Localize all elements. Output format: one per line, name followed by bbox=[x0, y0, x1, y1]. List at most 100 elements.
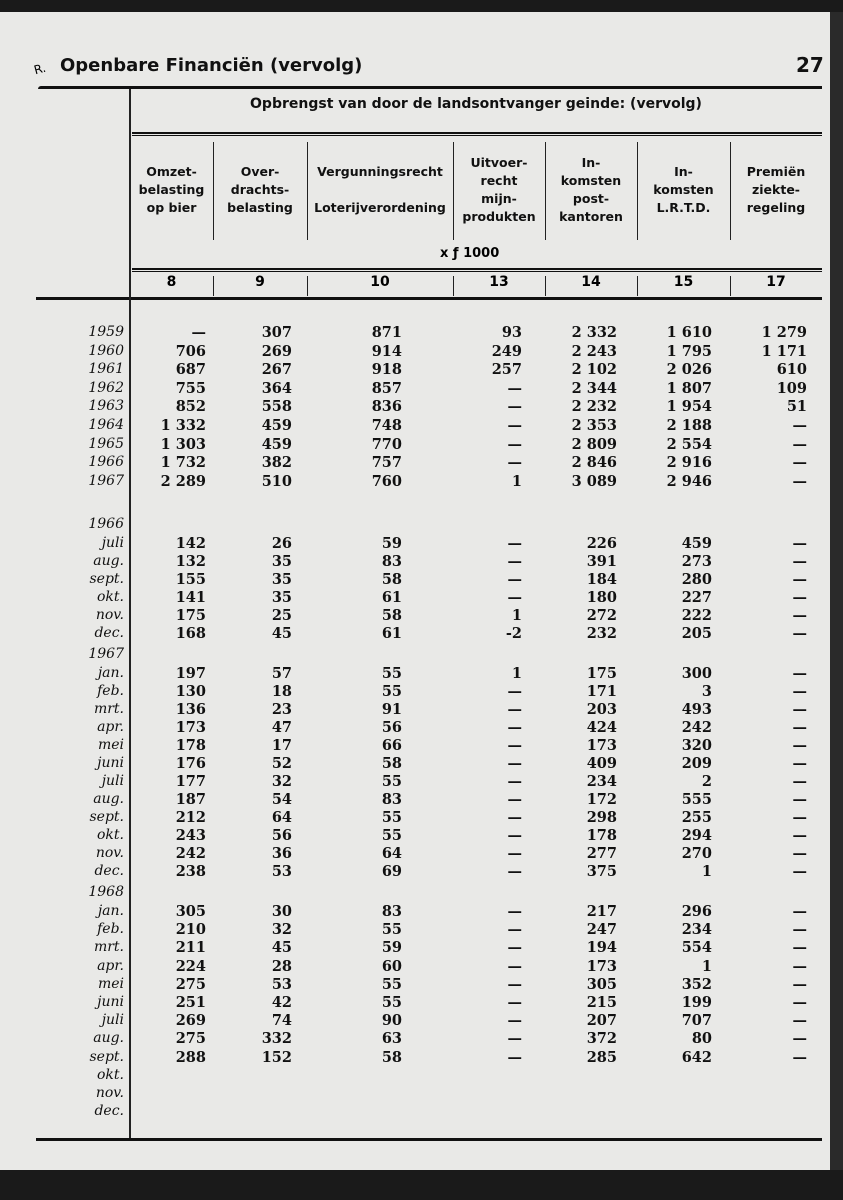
table-row: nov. 242 36 64 — 277 270 — bbox=[0, 845, 830, 863]
table-cell: — bbox=[191, 324, 207, 341]
table-cell: 45 bbox=[271, 625, 292, 642]
table-row: mei 178 17 66 — 173 320 — bbox=[0, 737, 830, 755]
table-cell: 203 bbox=[586, 701, 617, 718]
table-cell: 459 bbox=[261, 435, 292, 453]
table-cell: — bbox=[507, 921, 523, 939]
table-row: aug. 132 35 83 — 391 273 — bbox=[0, 553, 830, 571]
table-cell: 175 bbox=[175, 607, 206, 624]
table-row: aug. 187 54 83 — 172 555 — bbox=[0, 791, 830, 809]
table-row: okt. 243 56 55 — 178 294 — bbox=[0, 827, 830, 845]
column-number: 14 bbox=[581, 274, 601, 290]
table-cell: 197 bbox=[175, 665, 206, 682]
table-cell: — bbox=[507, 683, 523, 700]
table-cell: — bbox=[507, 903, 523, 920]
page-title: Openbare Financiën (vervolg) bbox=[60, 55, 363, 76]
table-cell: 305 bbox=[175, 903, 206, 920]
row-label: aug. bbox=[93, 553, 124, 569]
table-cell: 2 344 bbox=[571, 379, 617, 397]
table-cell: 1 bbox=[511, 665, 522, 682]
table-cell: 242 bbox=[175, 845, 206, 862]
table-cell: 168 bbox=[175, 625, 206, 642]
table-row: feb. 210 32 55 — 247 234 — bbox=[0, 921, 830, 939]
table-cell: — bbox=[792, 472, 808, 490]
table-cell: 459 bbox=[261, 417, 292, 434]
column-divider bbox=[730, 276, 731, 296]
row-label: 1964 bbox=[88, 417, 124, 433]
table-cell: 275 bbox=[175, 975, 206, 993]
table-cell: 1 807 bbox=[666, 379, 712, 397]
table-cell: 194 bbox=[586, 939, 617, 957]
table-cell: 249 bbox=[491, 342, 522, 360]
table-cell: 17 bbox=[271, 737, 292, 754]
table-cell: 288 bbox=[175, 1048, 206, 1066]
table-cell: 222 bbox=[681, 607, 712, 624]
table-cell: 267 bbox=[261, 361, 292, 379]
table-cell: 47 bbox=[271, 719, 292, 736]
table-cell: 51 bbox=[786, 398, 807, 416]
table-cell: 285 bbox=[586, 1048, 617, 1066]
year-heading: 1966 bbox=[88, 516, 124, 532]
row-label: mrt. bbox=[93, 939, 124, 956]
table-cell: — bbox=[792, 454, 808, 472]
table-cell: — bbox=[507, 845, 523, 862]
table-cell: — bbox=[792, 827, 808, 844]
table-cell: 60 bbox=[381, 957, 402, 975]
row-label: feb. bbox=[97, 921, 124, 938]
table-cell: 56 bbox=[381, 719, 402, 736]
table-cell: 1 279 bbox=[761, 324, 807, 341]
document-page bbox=[0, 12, 830, 1170]
table-cell: 30 bbox=[271, 903, 292, 920]
column-header: In- komsten L.R.T.D. bbox=[653, 164, 714, 215]
table-cell: 55 bbox=[381, 683, 402, 700]
table-cell: 61 bbox=[381, 589, 402, 606]
table-cell: — bbox=[792, 535, 808, 552]
rule bbox=[36, 297, 822, 300]
row-label: 1963 bbox=[88, 398, 124, 415]
table-cell: — bbox=[792, 903, 808, 920]
table-cell: 83 bbox=[381, 791, 402, 808]
table-cell: — bbox=[792, 975, 808, 993]
table-row: apr. 173 47 56 — 424 242 — bbox=[0, 719, 830, 737]
table-cell: — bbox=[507, 417, 523, 434]
table-cell: 175 bbox=[586, 665, 617, 682]
column-divider bbox=[213, 276, 214, 296]
table-cell: 687 bbox=[175, 361, 206, 379]
table-cell: — bbox=[792, 957, 808, 975]
column-divider bbox=[213, 142, 214, 240]
table-cell: 35 bbox=[271, 571, 292, 588]
table-cell: 280 bbox=[681, 571, 712, 588]
table-row: apr. 224 28 60 — 173 1 — bbox=[0, 958, 830, 976]
table-cell: 2 946 bbox=[666, 472, 712, 490]
table-cell: — bbox=[792, 589, 808, 606]
row-label: 1962 bbox=[88, 379, 124, 396]
table-cell: 18 bbox=[271, 683, 292, 700]
table-cell: 132 bbox=[175, 553, 206, 570]
table-cell: 836 bbox=[371, 398, 402, 416]
bottom-rule bbox=[36, 1138, 822, 1141]
table-cell: — bbox=[507, 994, 523, 1011]
row-label: dec. bbox=[94, 863, 124, 879]
column-number: 10 bbox=[370, 274, 390, 290]
table-cell: 294 bbox=[681, 827, 712, 844]
table-cell: — bbox=[792, 571, 808, 588]
table-row: 1959 — 307 871 93 2 332 1 610 1 279 bbox=[0, 324, 830, 342]
column-number: 15 bbox=[673, 274, 694, 290]
table-cell: — bbox=[792, 994, 808, 1011]
table-row: 1967 bbox=[0, 646, 830, 664]
table-cell: — bbox=[792, 417, 808, 434]
row-label: feb. bbox=[97, 683, 124, 699]
table-cell: 555 bbox=[681, 791, 712, 808]
table-row: aug. 275 332 63 — 372 80 — bbox=[0, 1030, 830, 1048]
super-header: Opbrengst van door de landsontvanger gei… bbox=[250, 96, 702, 112]
table-cell: 857 bbox=[371, 379, 402, 397]
table-cell: 2 102 bbox=[571, 361, 617, 379]
table-cell: 2 353 bbox=[571, 417, 617, 434]
table-cell: — bbox=[792, 1048, 808, 1066]
table-cell: 493 bbox=[681, 701, 712, 718]
table-cell: 382 bbox=[261, 454, 292, 472]
table-cell: 770 bbox=[371, 435, 402, 453]
table-cell: 332 bbox=[261, 1030, 292, 1048]
table-cell: 2 332 bbox=[571, 324, 617, 341]
table-cell: 64 bbox=[381, 845, 402, 862]
table-cell: 61 bbox=[381, 625, 402, 642]
